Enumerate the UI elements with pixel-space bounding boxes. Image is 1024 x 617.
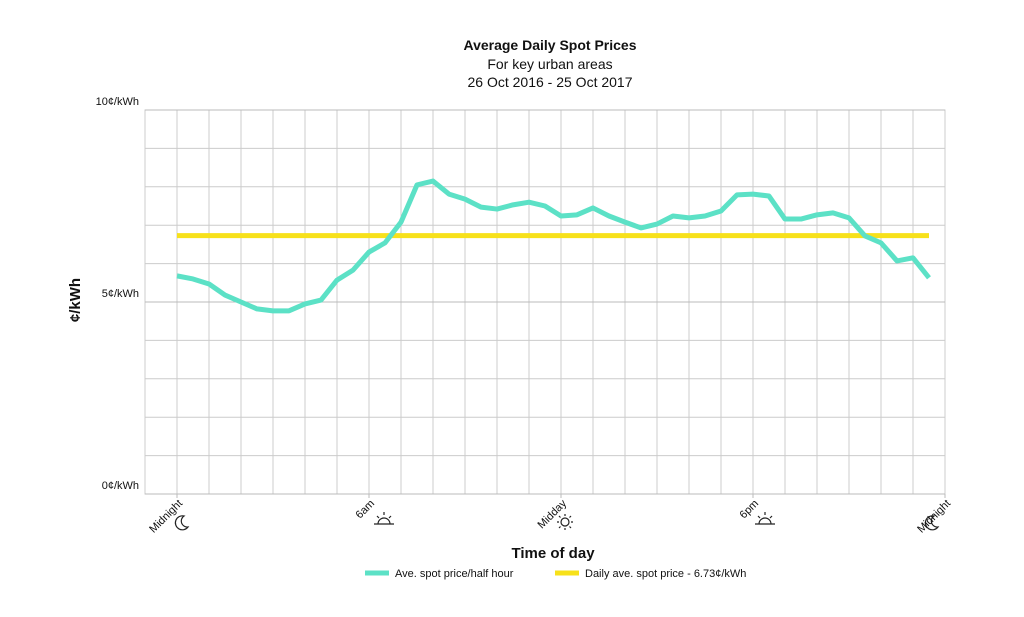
sunrise-icon [374,512,394,525]
x-axis-label: Time of day [511,545,595,562]
x-tick-label: 6pm [737,498,761,522]
y-axis-label: ¢/kWh [67,278,84,322]
y-tick-label: 0¢/kWh [102,480,139,492]
legend-label: Daily ave. spot price - 6.73¢/kWh [585,568,746,580]
date-range: 26 Oct 2016 - 25 Oct 2017 [468,74,633,90]
moon-icon [174,515,190,531]
sun-icon [557,514,573,530]
moon-icon [924,515,940,531]
series-line [176,178,931,314]
y-tick-label: 5¢/kWh [102,288,139,300]
sunset-icon [755,512,775,525]
y-tick-label: 10¢/kWh [96,96,139,108]
x-tick-label: 6am [353,498,377,522]
chart-title: Average Daily Spot Prices [463,37,636,53]
legend-label: Ave. spot price/half hour [395,568,514,580]
chart-subtitle: For key urban areas [487,56,612,72]
